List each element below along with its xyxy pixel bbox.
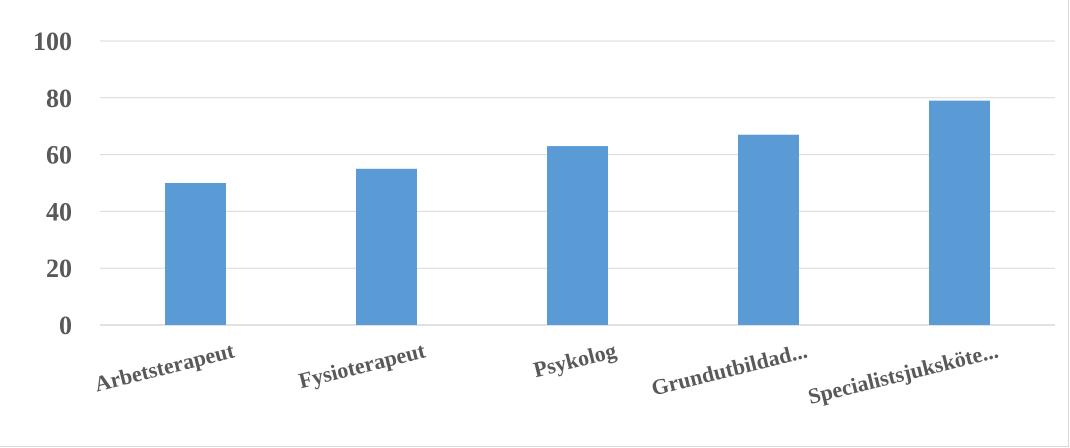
bar — [547, 146, 608, 325]
y-tick-label: 80 — [46, 84, 72, 113]
x-category-label: Psykolog — [531, 338, 619, 383]
x-category-label: Specialistsjuksköte... — [805, 338, 1000, 409]
bar — [165, 183, 226, 325]
y-tick-label: 60 — [46, 141, 72, 170]
bars — [165, 100, 990, 325]
x-category-label: Fysioterapeut — [296, 337, 428, 393]
y-tick-label: 0 — [59, 311, 72, 340]
y-tick-label: 100 — [33, 27, 72, 56]
y-tick-label: 20 — [46, 254, 72, 283]
y-axis-tick-labels: 0 20 40 60 80 100 — [33, 27, 72, 340]
x-category-label: Arbetsterapeut — [92, 337, 237, 396]
x-category-label: Grundutbildad... — [649, 338, 810, 401]
bar — [738, 134, 799, 325]
bar — [356, 168, 417, 325]
y-tick-label: 40 — [46, 197, 72, 226]
bar — [929, 100, 990, 325]
x-axis-category-labels: Arbetsterapeut Fysioterapeut Psykolog Grund… — [92, 337, 1001, 409]
